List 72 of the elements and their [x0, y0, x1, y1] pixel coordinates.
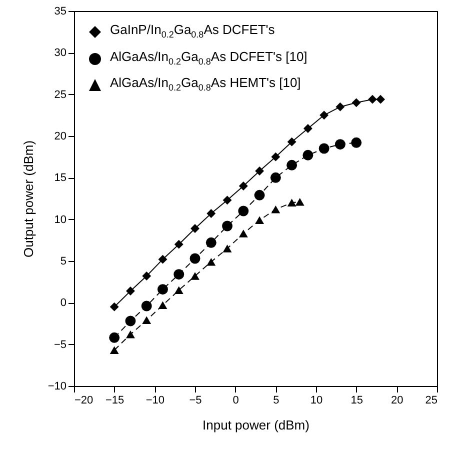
point: [222, 244, 232, 252]
point: [303, 124, 312, 133]
point: [190, 224, 200, 233]
x-tick-label: −15: [105, 394, 124, 406]
point: [376, 94, 386, 104]
point: [334, 139, 346, 150]
legend-label: AlGaAs/In$_{0.2}$Ga$_{0.8}$As HEMT's [10]: [110, 74, 301, 95]
x-tick-label: −20: [74, 394, 94, 406]
point: [141, 300, 152, 312]
point: [206, 209, 216, 218]
point: [109, 332, 120, 343]
point: [254, 190, 265, 200]
point: [255, 166, 264, 176]
point: [126, 286, 135, 296]
legend-label: AlGaAs/In$_{0.2}$Ga$_{0.8}$As DCFET's [10]: [110, 48, 308, 68]
point: [270, 172, 281, 183]
point: [206, 237, 216, 248]
y-tick-label: 0: [60, 297, 66, 310]
x-tick-label: −5: [189, 394, 202, 406]
point: [158, 301, 168, 310]
point: [271, 152, 280, 162]
x-tick-label: 10: [310, 394, 323, 406]
point: [190, 253, 200, 264]
y-tick-label: 15: [54, 172, 66, 184]
point: [271, 205, 280, 214]
point: [287, 198, 296, 207]
point: [238, 230, 248, 238]
y-tick-label: −10: [48, 380, 66, 392]
x-tick-label: −10: [146, 394, 165, 406]
y-tick-label: 25: [54, 88, 66, 101]
point: [142, 316, 152, 324]
x-tick-label: 0: [232, 394, 239, 406]
point: [142, 272, 152, 280]
point: [174, 269, 184, 280]
x-tick-label: 20: [391, 394, 404, 406]
y-tick-label: 20: [54, 130, 66, 142]
point: [190, 272, 200, 280]
point: [318, 143, 330, 154]
x-tick-label: 15: [350, 394, 363, 406]
point: [238, 182, 248, 190]
point: [320, 110, 329, 120]
point: [126, 330, 135, 338]
point: [157, 284, 168, 295]
y-tick-label: 30: [54, 47, 66, 60]
x-tick-label: 25: [425, 394, 438, 406]
y-tick-label: 10: [54, 214, 66, 226]
legend-label: GaInP/In$_{0.2}$Ga$_{0.8}$As DCFET's: [110, 21, 275, 42]
point: [286, 160, 298, 170]
point: [125, 316, 136, 326]
y-tick-label: −5: [54, 338, 66, 351]
point: [222, 220, 233, 232]
point: [158, 254, 168, 264]
point: [352, 98, 361, 108]
point: [110, 302, 119, 312]
point: [222, 196, 232, 205]
point: [206, 258, 216, 266]
x-axis-title: Input power (dBm): [202, 418, 310, 432]
point: [336, 102, 345, 112]
point: [351, 137, 362, 148]
point: [255, 216, 264, 224]
point: [302, 150, 314, 160]
point: [238, 206, 249, 216]
y-axis-title: Output power (dBm): [20, 140, 36, 258]
point: [174, 286, 184, 294]
point: [174, 240, 184, 249]
point: [368, 94, 377, 104]
point: [110, 346, 119, 354]
x-tick-label: 5: [273, 394, 280, 406]
point: [295, 198, 304, 206]
point: [287, 137, 296, 146]
y-tick-label: 5: [60, 256, 66, 268]
y-tick-label: 35: [54, 6, 66, 18]
